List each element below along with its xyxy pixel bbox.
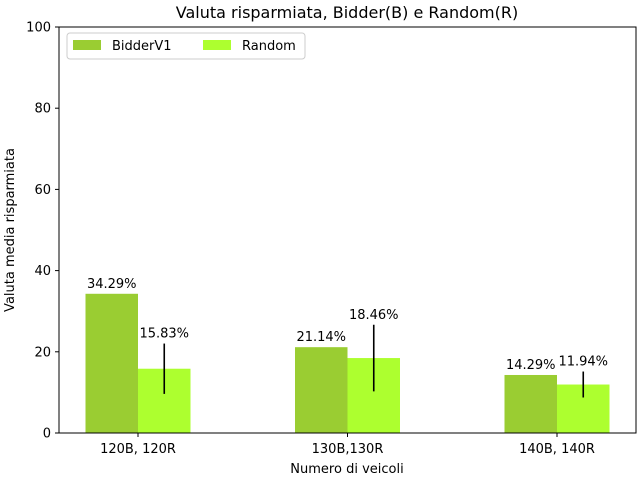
y-tick-label: 60 — [34, 183, 51, 198]
data-label: 18.46% — [349, 308, 399, 323]
x-tick-label: 140B, 140R — [519, 442, 595, 457]
legend-swatch-random — [203, 40, 231, 50]
bar-bidderv1 — [295, 347, 348, 433]
legend: BidderV1 Random — [66, 32, 306, 60]
data-label: 14.29% — [506, 358, 556, 373]
plot-area: 34.29% 21.14% 14.29% 15.83% 18.46% 11.94% 0 20 4… — [26, 21, 637, 457]
chart-title: Valuta risparmiata, Bidder(B) e Random(R… — [176, 3, 518, 22]
bar-bidderv1 — [85, 293, 138, 433]
y-tick-label: 80 — [34, 102, 51, 117]
data-label: 11.94% — [558, 355, 608, 370]
legend-box — [66, 32, 306, 60]
x-tick-label: 130B,130R — [312, 442, 384, 457]
y-tick-label: 20 — [34, 345, 51, 360]
x-axis-label: Numero di veicoli — [290, 462, 403, 477]
data-label: 21.14% — [296, 330, 346, 345]
legend-swatch-bidderv1 — [73, 40, 101, 50]
y-axis-label: Valuta media risparmiata — [3, 148, 18, 312]
legend-label-random: Random — [242, 39, 296, 54]
x-tick-label: 120B, 120R — [100, 442, 176, 457]
data-label: 15.83% — [139, 327, 189, 342]
data-label: 34.29% — [87, 277, 137, 292]
y-tick-label: 100 — [26, 21, 51, 36]
y-tick-label: 0 — [43, 427, 51, 442]
y-tick-label: 40 — [34, 264, 51, 279]
bar-bidderv1 — [504, 374, 557, 433]
legend-label-bidderv1: BidderV1 — [112, 39, 172, 54]
